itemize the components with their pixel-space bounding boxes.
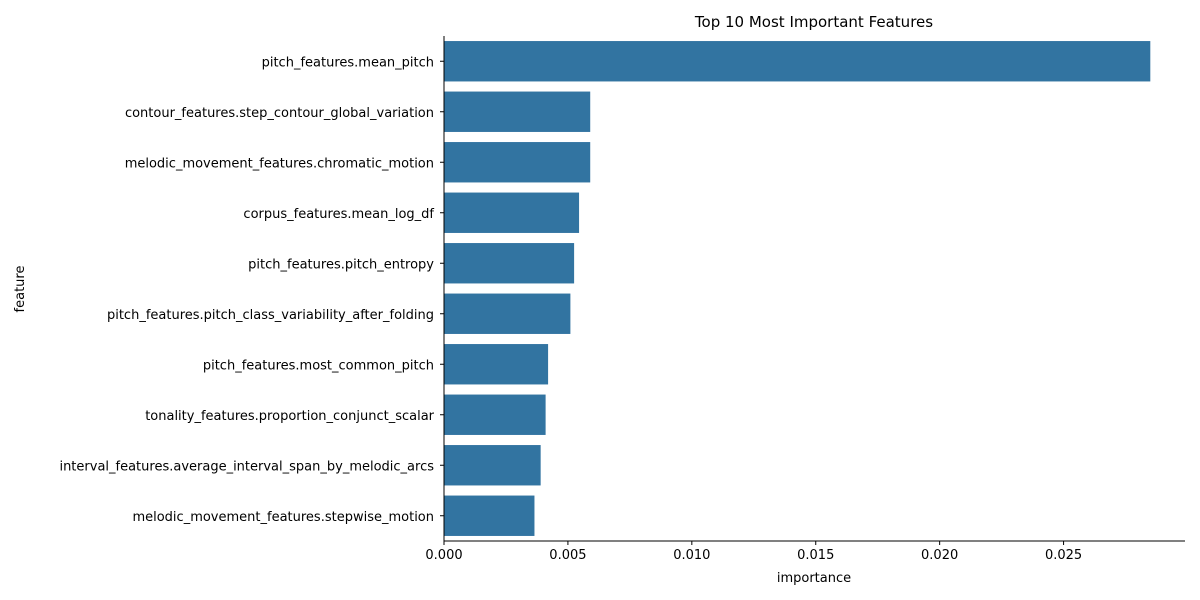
bar xyxy=(444,495,535,536)
y-tick-label: pitch_features.most_common_pitch xyxy=(203,358,434,373)
y-tick-label: pitch_features.mean_pitch xyxy=(262,55,434,70)
x-tick-label: 0.025 xyxy=(1045,548,1082,563)
x-tick-label: 0.000 xyxy=(425,548,462,563)
bar xyxy=(444,293,571,334)
x-tick-labels: 0.000 0.005 0.010 0.015 0.020 0.025 xyxy=(425,541,1082,563)
y-tick-label: tonality_features.proportion_conjunct_sc… xyxy=(145,409,434,424)
y-tick-label: pitch_features.pitch_entropy xyxy=(248,257,434,272)
y-tick-label: contour_features.step_contour_global_var… xyxy=(125,106,434,121)
bar xyxy=(444,243,575,284)
y-tick-label: melodic_movement_features.stepwise_motio… xyxy=(132,510,434,525)
chart-title: Top 10 Most Important Features xyxy=(694,13,933,31)
y-tick-label: melodic_movement_features.chromatic_moti… xyxy=(125,156,434,171)
bar xyxy=(444,394,546,435)
y-tick-label: corpus_features.mean_log_df xyxy=(243,207,434,222)
bars-layer xyxy=(444,41,1151,536)
bar xyxy=(444,344,549,385)
x-tick-label: 0.015 xyxy=(797,548,834,563)
bar xyxy=(444,91,591,132)
x-axis-label: importance xyxy=(777,571,851,586)
y-axis-label: feature xyxy=(13,266,28,313)
y-tick-label: pitch_features.pitch_class_variability_a… xyxy=(107,308,434,323)
bar xyxy=(444,445,541,486)
bar xyxy=(444,142,591,183)
y-tick-labels: pitch_features.mean_pitch contour_feature… xyxy=(59,55,444,525)
y-tick-label: interval_features.average_interval_span_… xyxy=(59,459,434,474)
bar xyxy=(444,41,1151,82)
x-tick-label: 0.010 xyxy=(673,548,710,563)
bar xyxy=(444,192,580,233)
x-tick-label: 0.005 xyxy=(549,548,586,563)
x-tick-label: 0.020 xyxy=(921,548,958,563)
